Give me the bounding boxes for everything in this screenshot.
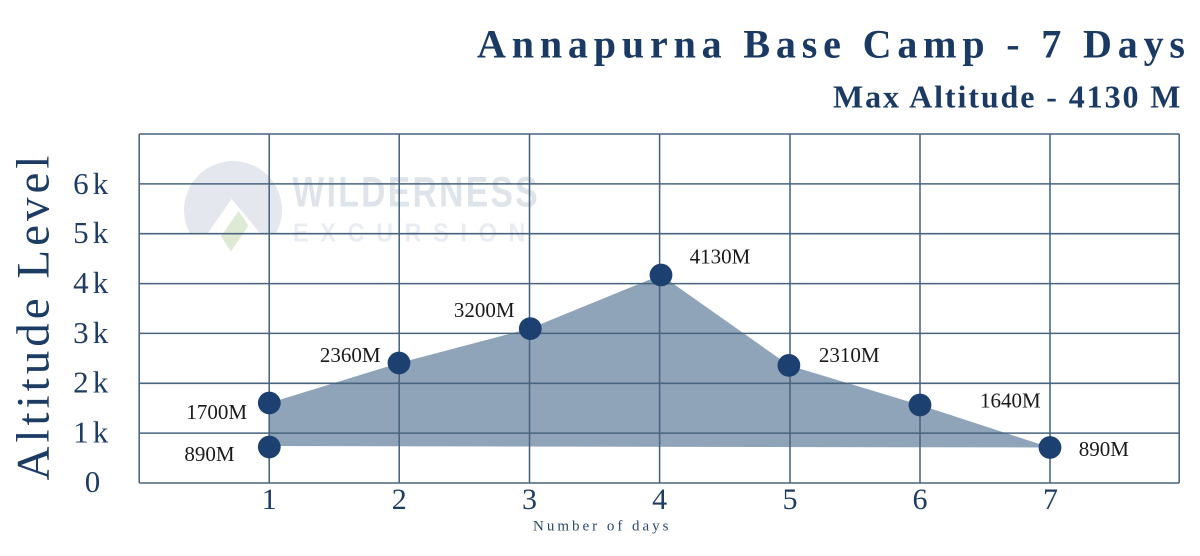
svg-text:1700M: 1700M <box>186 400 247 424</box>
svg-text:2360M: 2360M <box>320 343 381 367</box>
svg-text:3: 3 <box>522 483 537 516</box>
svg-text:3200M: 3200M <box>454 298 515 322</box>
svg-text:4k: 4k <box>73 265 112 300</box>
svg-text:4130M: 4130M <box>690 245 751 269</box>
svg-text:2: 2 <box>392 483 407 516</box>
svg-text:1640M: 1640M <box>980 389 1041 413</box>
svg-text:5: 5 <box>783 483 798 516</box>
svg-text:1k: 1k <box>73 415 112 450</box>
svg-text:0: 0 <box>85 464 105 499</box>
svg-text:Annapurna Base Camp - 7 Days: Annapurna Base Camp - 7 Days <box>477 22 1189 67</box>
svg-text:WILDERNESS: WILDERNESS <box>293 169 541 217</box>
svg-text:Number of days: Number of days <box>533 519 671 535</box>
svg-text:6k: 6k <box>73 166 112 201</box>
svg-text:890M: 890M <box>184 442 235 466</box>
svg-text:6: 6 <box>913 483 928 516</box>
svg-text:Altitude Level: Altitude Level <box>8 151 60 481</box>
svg-text:1: 1 <box>262 483 277 516</box>
svg-text:Max Altitude - 4130 M: Max Altitude - 4130 M <box>833 79 1183 115</box>
svg-text:7: 7 <box>1043 483 1058 516</box>
svg-text:890M: 890M <box>1079 437 1130 461</box>
svg-text:2k: 2k <box>73 365 112 400</box>
svg-text:3k: 3k <box>73 315 112 350</box>
svg-text:2310M: 2310M <box>819 343 880 367</box>
svg-text:4: 4 <box>652 483 667 516</box>
svg-text:5k: 5k <box>73 215 112 250</box>
svg-text:EXCURSION: EXCURSION <box>293 218 537 248</box>
